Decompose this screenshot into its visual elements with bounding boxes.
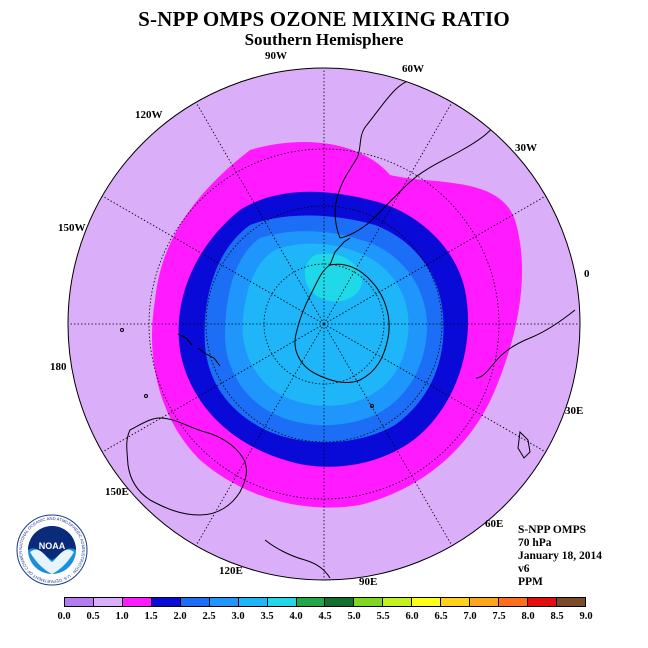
colorbar-tick-label: 5.0 — [347, 611, 361, 622]
lon-label-120e: 120E — [219, 565, 243, 577]
coastlines — [120, 75, 576, 579]
colorbar-tick-label: 8.5 — [550, 611, 564, 622]
lon-label-150w: 150W — [58, 222, 86, 234]
island-dot — [144, 394, 148, 398]
colorbar-tick-label: 3.0 — [231, 611, 245, 622]
colorbar-swatch — [296, 598, 326, 606]
logo-bird-icon — [30, 549, 74, 574]
colorbar-swatch — [528, 598, 557, 606]
colorbar-swatch — [180, 598, 210, 606]
australia-outline — [126, 417, 247, 516]
colorbar-swatch — [93, 598, 123, 606]
info-units: PPM — [518, 576, 543, 588]
noaa-logo: NOAA NATIONAL OCEANIC AND ATMOSPHERIC AD… — [16, 514, 88, 586]
colorbar-swatch — [151, 598, 181, 606]
colorbar-tick-label: 2.0 — [173, 611, 187, 622]
island-dot — [120, 328, 124, 332]
latitude-circle-70s — [205, 205, 443, 443]
lon-label-0: 0 — [584, 268, 590, 280]
lon-label-90e: 90E — [359, 576, 378, 588]
antarctic-peninsula — [329, 237, 351, 266]
meridian-line — [323, 323, 546, 453]
meridian-line — [102, 323, 325, 453]
logo-top-half — [28, 526, 76, 560]
new-zealand-north — [177, 333, 193, 346]
colorbar-tick-label: 0.5 — [86, 611, 100, 622]
colorbar-swatch — [65, 598, 94, 606]
map-title: S-NPP OMPS OZONE MIXING RATIO — [138, 7, 510, 31]
meridian-line — [195, 323, 325, 546]
colorbar-tick-label: 7.5 — [492, 611, 506, 622]
lon-label-180: 180 — [50, 361, 67, 373]
meridian-line — [323, 102, 453, 325]
meridian-line — [102, 195, 325, 325]
info-instrument: S-NPP OMPS — [518, 524, 587, 536]
lon-label-60e: 60E — [485, 518, 504, 530]
colorbar-swatch — [556, 598, 585, 606]
lon-label-90w: 90W — [265, 50, 287, 62]
info-block: S-NPP OMPS 70 hPa January 18, 2014 v6 PP… — [518, 524, 602, 589]
lon-label-30e: 30E — [565, 405, 584, 417]
colorbar-tick-label: 4.5 — [318, 611, 332, 622]
south-america-outline — [334, 75, 421, 239]
madagascar-outline — [517, 430, 531, 459]
colorbar-tick-label: 4.0 — [289, 611, 303, 622]
colorbar-tick-label: 2.5 — [202, 611, 216, 622]
colorbar-swatch — [499, 598, 528, 606]
colorbar-tick-label: 8.0 — [521, 611, 535, 622]
colorbar-tick-label: 6.0 — [405, 611, 419, 622]
info-date: January 18, 2014 — [518, 550, 603, 562]
colorbar-swatch — [325, 598, 355, 606]
colorbar — [64, 597, 586, 607]
lon-label-150e: 150E — [105, 486, 129, 498]
meridians — [68, 68, 580, 580]
map-boundary — [67, 67, 581, 581]
meridian-line — [195, 102, 325, 325]
colorbar-tick-label: 1.0 — [115, 611, 129, 622]
colorbar-tick-label: 3.5 — [260, 611, 274, 622]
colorbar-tick-label: 0.0 — [57, 611, 71, 622]
colorbar-tick-label: 1.5 — [144, 611, 158, 622]
colorbar-swatch — [267, 598, 297, 606]
lon-label-120w: 120W — [135, 109, 163, 121]
colorbar-swatch — [441, 598, 471, 606]
africa-outline — [475, 309, 576, 379]
colorbar-swatch — [122, 598, 152, 606]
new-zealand-outline — [197, 347, 221, 367]
antarctica-outline — [294, 263, 390, 383]
meridian-line — [323, 323, 453, 546]
island-dot — [370, 404, 374, 408]
lon-label-30w: 30W — [515, 142, 537, 154]
colorbar-swatch — [412, 598, 442, 606]
southeast-asia-outline — [264, 539, 331, 579]
colorbar-swatch — [470, 598, 500, 606]
colorbar-swatch — [354, 598, 384, 606]
colorbar-tick-label: 7.0 — [463, 611, 477, 622]
colorbar-tick-label: 5.5 — [376, 611, 390, 622]
map-subtitle: Southern Hemisphere — [244, 30, 404, 49]
south-america-east-coast — [339, 109, 506, 239]
colorbar-tick-label: 6.5 — [434, 611, 448, 622]
colorbar-swatch — [238, 598, 268, 606]
colorbar-swatch — [209, 598, 239, 606]
info-version: v6 — [518, 563, 530, 575]
colorbar-tick-label: 9.0 — [579, 611, 593, 622]
lon-label-60w: 60W — [402, 63, 424, 75]
logo-text: NOAA — [39, 541, 66, 551]
meridian-line — [323, 195, 546, 325]
info-level: 70 hPa — [518, 537, 552, 549]
colorbar-swatch — [383, 598, 413, 606]
